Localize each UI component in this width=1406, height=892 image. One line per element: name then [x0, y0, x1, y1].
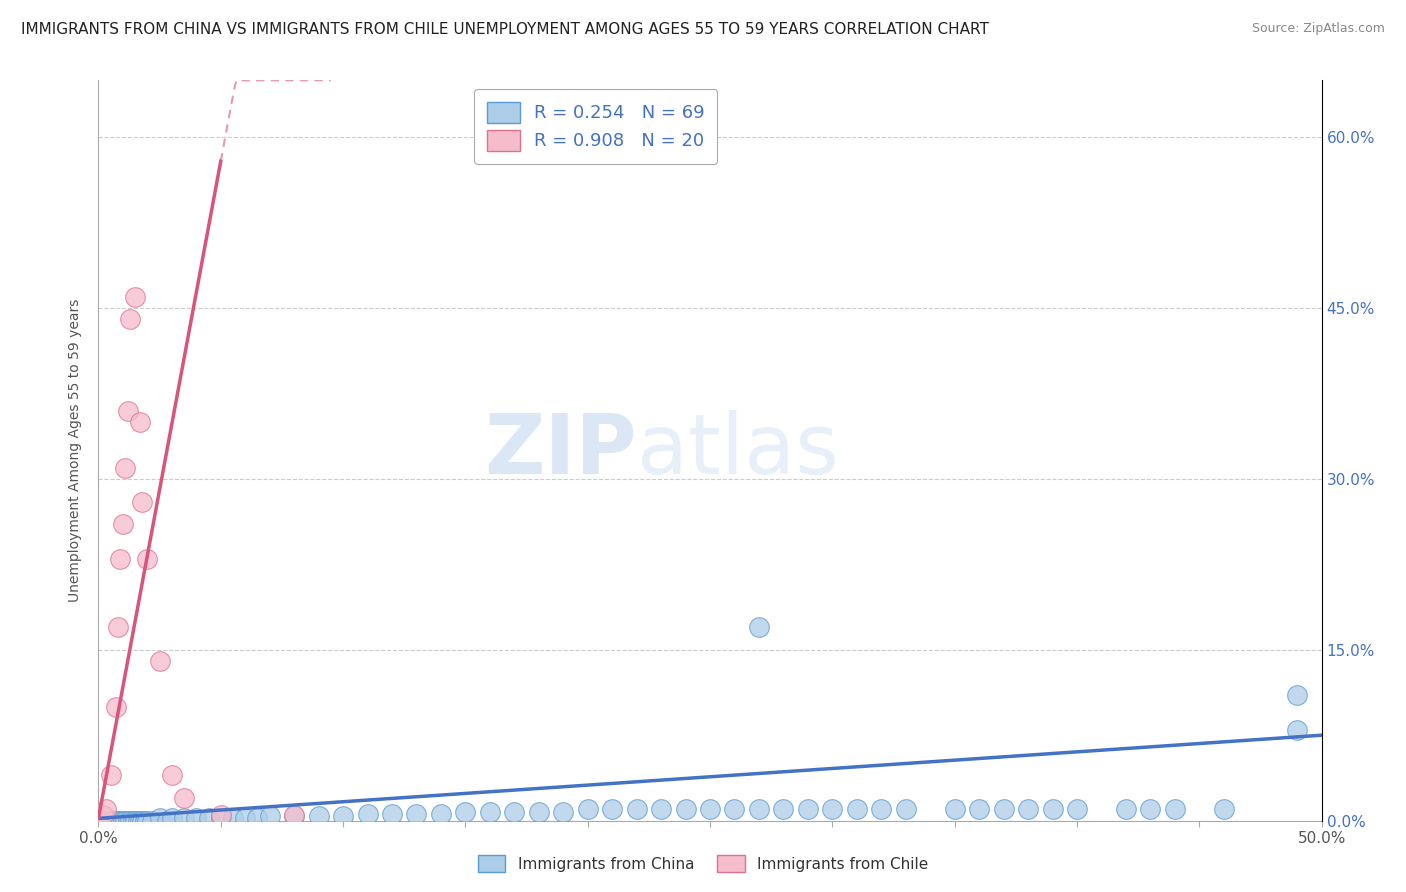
Point: [478, 805, 501, 819]
Point: [1286, 689, 1309, 703]
Point: [626, 802, 648, 816]
Text: IMMIGRANTS FROM CHINA VS IMMIGRANTS FROM CHILE UNEMPLOYMENT AMONG AGES 55 TO 59 : IMMIGRANTS FROM CHINA VS IMMIGRANTS FROM…: [21, 22, 988, 37]
Point: [845, 802, 868, 816]
Point: [332, 809, 354, 823]
Point: [209, 811, 232, 825]
Point: [699, 802, 721, 816]
Point: [1066, 802, 1088, 816]
Point: [527, 805, 550, 819]
Point: [1212, 802, 1234, 816]
Point: [104, 699, 127, 714]
Point: [91, 808, 114, 822]
Point: [1164, 802, 1187, 816]
Point: [120, 312, 142, 326]
Point: [797, 802, 820, 816]
Point: [97, 814, 120, 828]
Point: [209, 808, 232, 822]
Point: [430, 806, 453, 821]
Point: [454, 805, 477, 819]
Point: [405, 806, 427, 821]
Point: [233, 811, 256, 825]
Point: [101, 814, 124, 828]
Point: [1286, 723, 1309, 737]
Point: [748, 620, 770, 634]
Point: [160, 811, 183, 825]
Text: ZIP: ZIP: [484, 410, 637, 491]
Point: [141, 814, 163, 828]
Point: [136, 551, 159, 566]
Point: [149, 654, 172, 668]
Point: [186, 811, 208, 825]
Point: [967, 802, 990, 816]
Point: [222, 811, 245, 825]
Point: [94, 814, 117, 828]
Point: [107, 814, 129, 828]
Point: [124, 814, 146, 828]
Point: [156, 814, 179, 828]
Point: [308, 809, 330, 823]
Point: [110, 551, 132, 566]
Point: [136, 814, 159, 828]
Point: [870, 802, 893, 816]
Point: [129, 415, 152, 429]
Point: [650, 802, 672, 816]
Point: [600, 802, 623, 816]
Point: [723, 802, 745, 816]
Point: [104, 814, 127, 828]
Point: [246, 811, 269, 825]
Point: [117, 814, 139, 828]
Point: [675, 802, 697, 816]
Point: [283, 809, 305, 823]
Point: [114, 814, 136, 828]
Point: [283, 808, 305, 822]
Point: [87, 814, 110, 828]
Point: [124, 290, 146, 304]
Point: [107, 620, 129, 634]
Point: [993, 802, 1015, 816]
Point: [91, 814, 114, 828]
Point: [894, 802, 917, 816]
Point: [117, 403, 139, 417]
Point: [131, 494, 153, 508]
Point: [259, 809, 281, 823]
Legend: Immigrants from China, Immigrants from Chile: Immigrants from China, Immigrants from C…: [470, 847, 936, 880]
Point: [503, 805, 526, 819]
Point: [173, 790, 195, 805]
Point: [1042, 802, 1064, 816]
Point: [356, 806, 378, 821]
Legend: R = 0.254   N = 69, R = 0.908   N = 20: R = 0.254 N = 69, R = 0.908 N = 20: [474, 89, 717, 163]
Point: [94, 802, 117, 816]
Point: [100, 768, 122, 782]
Point: [114, 460, 136, 475]
Point: [772, 802, 794, 816]
Point: [1115, 802, 1137, 816]
Point: [127, 814, 149, 828]
Point: [111, 517, 134, 532]
Point: [121, 814, 143, 828]
Point: [197, 811, 219, 825]
Point: [173, 811, 195, 825]
Point: [129, 814, 152, 828]
Point: [576, 802, 599, 816]
Y-axis label: Unemployment Among Ages 55 to 59 years: Unemployment Among Ages 55 to 59 years: [69, 299, 83, 602]
Point: [160, 768, 183, 782]
Point: [134, 814, 156, 828]
Point: [87, 814, 110, 828]
Point: [131, 814, 153, 828]
Point: [111, 814, 134, 828]
Point: [1139, 802, 1161, 816]
Point: [110, 814, 132, 828]
Text: atlas: atlas: [637, 410, 838, 491]
Text: Source: ZipAtlas.com: Source: ZipAtlas.com: [1251, 22, 1385, 36]
Point: [149, 811, 172, 825]
Point: [381, 806, 404, 821]
Point: [748, 802, 770, 816]
Point: [553, 805, 575, 819]
Point: [1017, 802, 1039, 816]
Point: [100, 814, 122, 828]
Point: [821, 802, 844, 816]
Point: [943, 802, 966, 816]
Point: [120, 814, 142, 828]
